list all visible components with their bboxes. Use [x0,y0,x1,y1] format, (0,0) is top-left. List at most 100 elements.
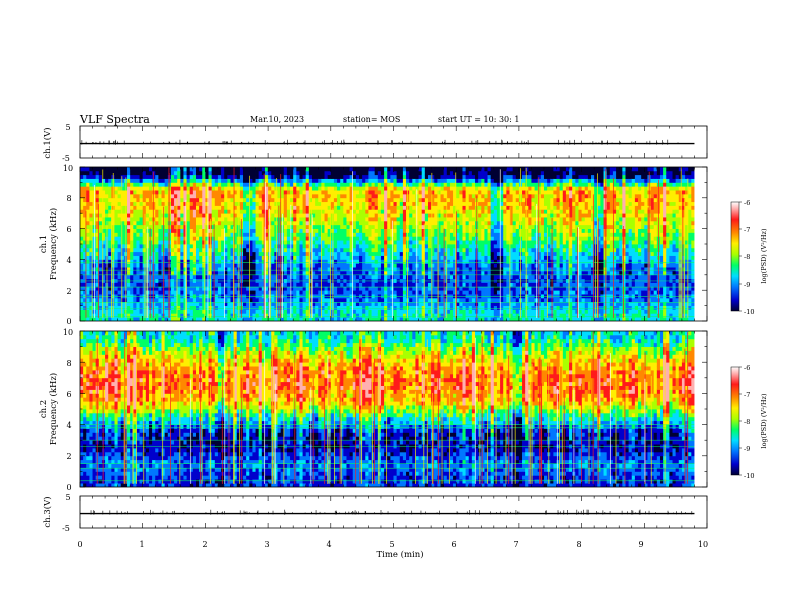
spectrogram-cell [437,274,441,280]
spectrogram-cell [239,201,244,206]
spectrogram-cell [252,167,256,172]
spectrogram-cell [346,259,351,264]
spectrogram-cell [437,182,441,187]
spectrogram-cell [217,313,222,318]
spectrogram-cell [261,274,266,280]
spectrogram-cell [293,263,297,268]
spectrogram-cell [399,178,404,183]
spectrogram-cell [186,247,191,253]
spectrogram-cell [418,267,423,272]
spectrogram-cell [236,193,241,199]
spectrogram-cell [183,213,187,218]
spectrogram-cell [465,263,470,268]
spectrogram-cell [456,309,460,314]
spectrogram-cell [89,309,93,314]
spectrogram-cell [440,240,445,245]
spectrogram-cell [258,240,263,245]
spectrogram-cell [95,228,100,233]
spectrogram-cell [371,182,376,187]
spectrogram-cell [315,244,319,249]
spectrogram-cell [174,263,178,268]
spectrogram-cell [202,274,206,280]
spectrogram-cell [98,240,103,245]
spectrogram-cell [105,170,109,176]
spectrogram-cell [221,190,225,195]
spectrogram-cell [371,301,376,306]
spectrogram-cell [427,236,432,241]
spectrogram-cell [180,232,184,237]
spectrogram-cell [337,167,341,172]
spectrogram-cell [105,213,109,218]
spectrogram-cell [127,178,131,183]
spectrogram-cell [368,190,372,195]
spectrogram-cell [152,240,156,245]
spectrogram-cell [108,305,112,310]
spectrogram-cell [359,297,363,303]
spectrogram-cell [86,247,90,253]
spectrogram-cell [465,313,470,318]
spectrogram-cell [440,286,445,291]
spectrogram-cell [108,317,112,321]
spectrogram-cell [86,305,90,310]
spectrogram-cell [170,313,175,318]
spectrogram-cell [343,309,347,314]
spectrogram-cell [101,259,106,264]
spectrogram-cell [380,297,385,303]
spectrogram-cell [189,193,194,199]
spectrogram-cell [268,317,272,321]
spectrogram-cell [199,297,203,303]
spectrogram-cell [305,247,310,253]
spectrogram-cell [186,197,191,203]
spectrogram-cell [324,251,329,256]
spectrogram-cell [170,209,175,214]
spectrogram-cell [114,213,119,218]
spectrogram-cell [387,251,391,256]
spectrogram-cell [305,190,310,195]
spectrogram-cell [192,247,197,253]
spectrogram-cell [196,167,200,172]
spectrogram-cell [453,255,457,260]
spectrogram-cell [205,297,209,303]
spectrogram-cell [377,247,382,253]
spectrogram-cell [359,317,363,321]
spectrogram-cell [393,286,398,291]
spectrogram-cell [399,213,404,218]
spectrogram-cell [108,193,112,199]
spectrogram-cell [133,247,137,253]
spectrogram-cell [352,244,357,249]
spectrogram-cell [443,236,448,241]
spectrogram-cell [362,317,366,321]
spectrogram-cell [208,167,213,172]
spectrogram-cell [308,309,313,314]
spectrogram-cell [98,174,103,179]
spectrogram-cell [443,209,448,214]
spectrogram-cell [155,217,159,222]
spectrogram-cell [233,220,238,226]
spectrogram-cell [148,317,153,321]
spectrogram-cell [449,282,454,287]
spectrogram-cell [142,174,147,179]
spectrogram-cell [202,244,206,249]
spectrogram-cell [424,286,429,291]
spectrogram-cell [311,228,316,233]
spectrogram-cell [286,224,291,229]
spectrogram-cell [192,244,197,249]
spectrogram-cell [249,286,253,291]
spectrogram-cell [421,263,426,268]
spectrogram-cell [249,274,253,280]
spectrogram-cell [152,197,156,203]
spectrogram-cell [211,213,216,218]
spectrogram-cell [199,263,203,268]
spectrogram-cell [217,317,222,321]
spectrogram-cell [164,186,169,191]
spectrogram-cell [261,167,266,172]
spectrogram-cell [86,309,90,314]
spectrogram-cell [340,190,344,195]
spectrogram-cell [142,213,147,218]
spectrogram-cell [89,244,93,249]
spectrogram-cell [456,317,460,321]
spectrogram-cell [399,174,404,179]
spectrogram-cell [302,259,307,264]
spectrogram-cell [468,274,473,280]
spectrogram-cell [318,309,322,314]
